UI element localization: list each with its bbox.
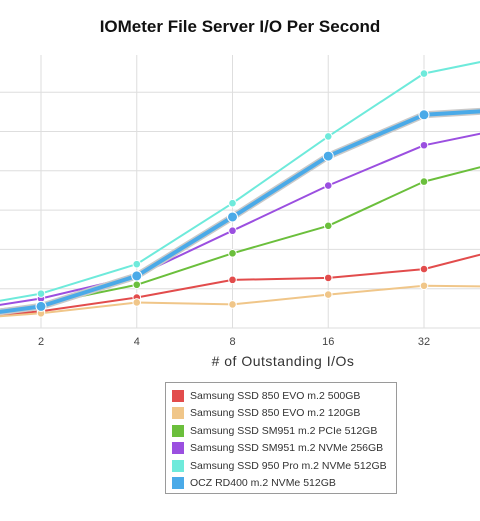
data-point (228, 275, 237, 285)
legend-item: Samsung SSD SM951 m.2 NVMe 256GB (172, 440, 396, 458)
legend-item: OCZ RD400 m.2 NVMe 512GB (172, 475, 396, 493)
data-point (132, 280, 142, 290)
x-tick-label: 4 (134, 336, 140, 348)
series-1 (0, 253, 480, 317)
series-2 (0, 281, 480, 318)
legend-label: Samsung SSD 950 Pro m.2 NVMe 512GB (190, 459, 387, 472)
chart-title: IOMeter File Server I/O Per Second (99, 17, 381, 36)
legend-swatch (172, 389, 184, 402)
legend-item: Samsung SSD 850 EVO m.2 500GB (172, 387, 396, 405)
legend-item: Samsung SSD SM951 m.2 PCIe 512GB (172, 422, 396, 440)
data-point (323, 132, 333, 141)
data-point (323, 273, 333, 283)
data-point (419, 264, 429, 274)
data-point (323, 221, 333, 231)
legend: Samsung SSD 850 EVO m.2 500GB Samsung SSD… (165, 382, 397, 494)
series-6 (0, 107, 480, 316)
legend-swatch (172, 442, 184, 455)
data-point (35, 300, 47, 312)
data-point (131, 270, 143, 282)
x-tick-label: 32 (418, 336, 430, 348)
data-point (132, 298, 142, 307)
data-point (228, 198, 237, 208)
legend-label: Samsung SSD 850 EVO m.2 500GB (190, 389, 361, 402)
x-tick-label: 8 (229, 336, 235, 348)
data-point (419, 177, 429, 186)
data-point (418, 109, 430, 121)
data-point (419, 69, 429, 78)
x-tick-label: 2 (38, 336, 44, 348)
data-point (227, 211, 238, 223)
data-point (36, 289, 46, 298)
data-point (228, 300, 237, 309)
legend-swatch (172, 459, 184, 472)
data-point (419, 281, 429, 291)
series-layer (0, 61, 480, 318)
series-line (0, 253, 480, 317)
legend-swatch (172, 424, 184, 437)
legend-label: Samsung SSD 850 EVO m.2 120GB (190, 407, 361, 420)
data-point (323, 290, 333, 299)
legend-label: Samsung SSD SM951 m.2 NVMe 256GB (190, 442, 384, 455)
legend-label: OCZ RD400 m.2 NVMe 512GB (190, 477, 336, 490)
legend-swatch (172, 407, 184, 420)
series-line (0, 166, 480, 311)
series-line (0, 132, 480, 306)
data-point (322, 150, 334, 162)
series-4 (0, 132, 480, 306)
x-axis-label: # of Outstanding I/Os (212, 353, 355, 369)
legend-item: Samsung SSD 850 EVO m.2 120GB (172, 405, 396, 423)
series-3 (0, 166, 480, 311)
data-point (132, 259, 142, 269)
legend-label: Samsung SSD SM951 m.2 PCIe 512GB (190, 424, 378, 437)
data-point (419, 140, 429, 150)
series-5 (0, 61, 480, 302)
data-point (323, 181, 333, 190)
x-tick-label: 16 (322, 336, 334, 348)
legend-swatch (172, 477, 184, 490)
legend-item: Samsung SSD 950 Pro m.2 NVMe 512GB (172, 457, 396, 475)
data-point (228, 226, 237, 236)
x-tick-labels: 2 4 8 16 32 (38, 336, 430, 348)
data-point (228, 249, 237, 258)
